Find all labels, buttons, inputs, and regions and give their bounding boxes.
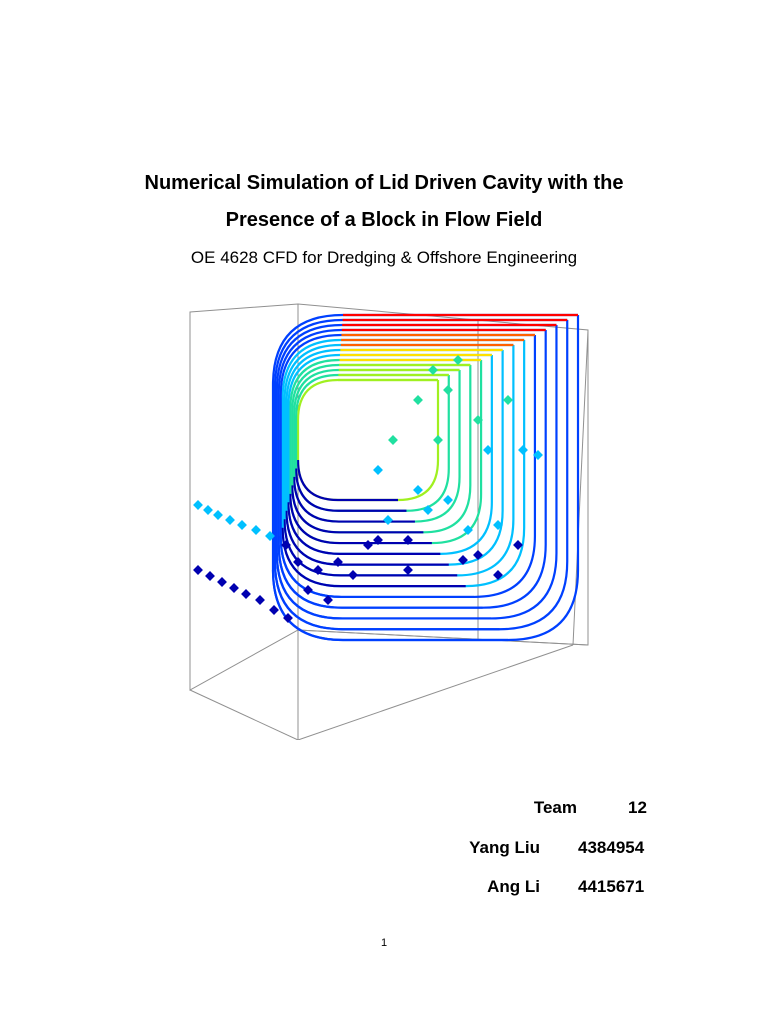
particle-marker xyxy=(255,595,265,605)
streamline-bottom-segment xyxy=(275,553,492,620)
streamline-bottom-segment xyxy=(296,459,398,502)
member-id-2: 4415671 xyxy=(578,877,645,896)
particle-marker xyxy=(205,571,215,581)
particle-marker xyxy=(373,535,383,545)
particle-marker xyxy=(241,589,251,599)
streamline-bottom-segment xyxy=(291,485,424,534)
particle-marker xyxy=(251,525,261,535)
particle-marker xyxy=(443,495,453,505)
member-name-2: Ang Li xyxy=(487,877,540,896)
streamline-bottom-segment xyxy=(287,502,441,555)
page-number: 1 xyxy=(380,937,388,949)
streamline-bottom-segment xyxy=(271,569,508,642)
particles xyxy=(193,355,543,623)
course-subtitle: OE 4628 CFD for Dredging & Offshore Engi… xyxy=(190,248,578,267)
particle-marker xyxy=(493,520,503,530)
cavity-streamline-figure xyxy=(189,303,589,740)
particle-marker xyxy=(333,557,343,567)
particle-marker xyxy=(363,540,373,550)
particle-marker xyxy=(283,613,293,623)
particle-marker xyxy=(458,555,468,565)
member-name-1: Yang Liu xyxy=(469,838,540,857)
particle-marker xyxy=(383,515,393,525)
particle-marker xyxy=(373,465,383,475)
streamlines xyxy=(271,313,580,642)
streamline-bottom-segment xyxy=(273,561,500,631)
team-number: 12 xyxy=(628,798,647,817)
particle-marker xyxy=(413,395,423,405)
particle-marker xyxy=(229,583,239,593)
streamline-bottom-segment xyxy=(294,468,407,512)
particle-marker xyxy=(193,565,203,575)
particle-marker xyxy=(503,395,513,405)
particle-marker xyxy=(533,450,543,460)
particle-marker xyxy=(453,355,463,365)
particle-marker xyxy=(213,510,223,520)
particle-marker xyxy=(463,525,473,535)
particle-marker xyxy=(323,595,333,605)
particle-marker xyxy=(388,435,398,445)
particle-marker xyxy=(313,565,323,575)
particle-marker xyxy=(265,531,275,541)
particle-marker xyxy=(237,520,247,530)
streamline-bottom-segment xyxy=(279,536,475,599)
particle-marker xyxy=(428,365,438,375)
streamline xyxy=(287,353,493,555)
particle-marker xyxy=(403,565,413,575)
streamline xyxy=(293,368,461,523)
streamline-bottom-segment xyxy=(293,476,415,523)
streamline xyxy=(289,358,483,545)
particle-marker xyxy=(413,485,423,495)
title-line-2: Presence of a Block in Flow Field xyxy=(225,209,543,231)
particle-marker xyxy=(269,605,279,615)
streamline-bottom-segment xyxy=(289,493,432,545)
streamline-bottom-segment xyxy=(277,544,483,609)
member-id-1: 4384954 xyxy=(578,838,645,857)
particle-marker xyxy=(225,515,235,525)
particle-marker xyxy=(217,577,227,587)
particle-marker xyxy=(443,385,453,395)
particle-marker xyxy=(518,445,528,455)
streamline-bottom-segment xyxy=(283,519,458,577)
particle-marker xyxy=(473,550,483,560)
particle-marker xyxy=(433,435,443,445)
particle-marker xyxy=(403,535,413,545)
particle-marker xyxy=(348,570,358,580)
particle-marker xyxy=(281,540,291,550)
title-line-1: Numerical Simulation of Lid Driven Cavit… xyxy=(144,172,624,194)
particle-marker xyxy=(293,557,303,567)
particle-marker xyxy=(303,585,313,595)
team-label: Team xyxy=(533,798,577,817)
particle-marker xyxy=(193,500,203,510)
particle-marker xyxy=(203,505,213,515)
particle-marker xyxy=(493,570,503,580)
streamline-bottom-segment xyxy=(281,527,466,588)
particle-marker xyxy=(513,540,523,550)
